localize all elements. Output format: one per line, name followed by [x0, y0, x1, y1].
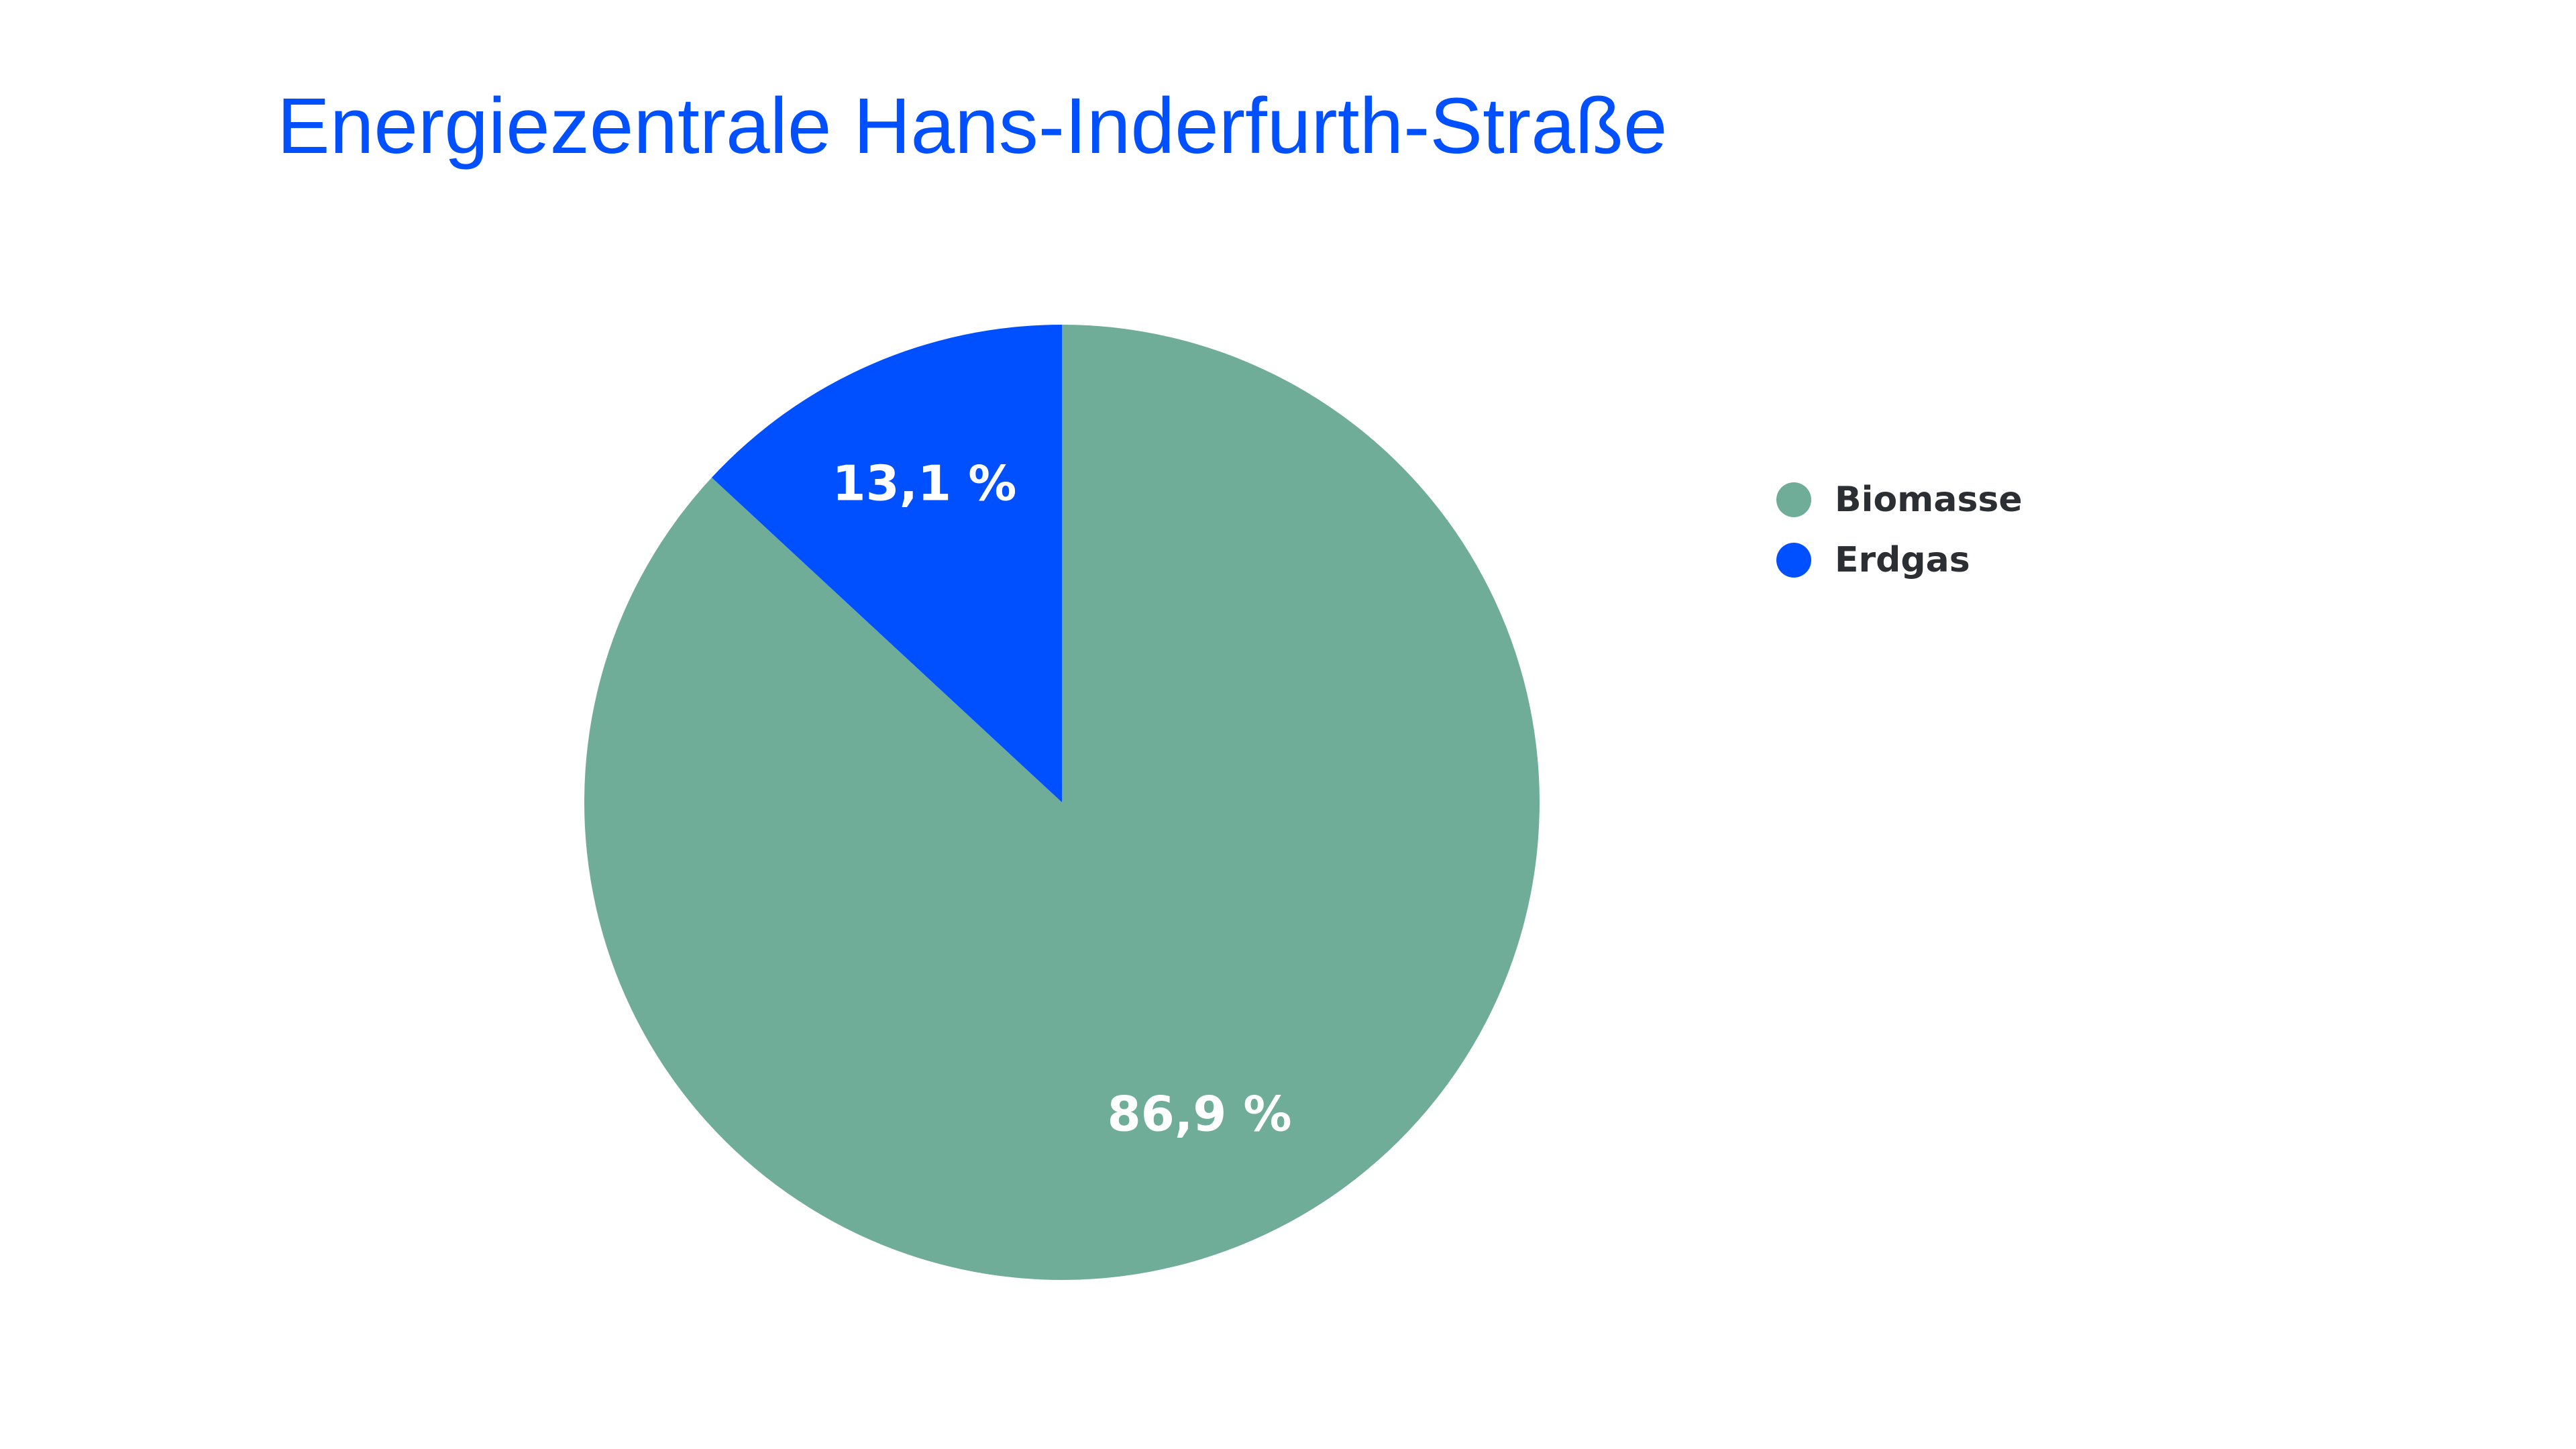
- legend-label-erdgas: Erdgas: [1835, 540, 1970, 580]
- legend-swatch-erdgas: [1776, 543, 1811, 578]
- legend-item-erdgas: Erdgas: [1776, 530, 2023, 590]
- pie-slice-erdgas: [711, 325, 1062, 802]
- legend-item-biomasse: Biomasse: [1776, 470, 2023, 530]
- legend: Biomasse Erdgas: [1776, 470, 2023, 590]
- chart-title: Energiezentrale Hans-Inderfurth-Straße: [277, 82, 1668, 170]
- slice-value-label-erdgas: 13,1 %: [832, 455, 1016, 512]
- legend-label-biomasse: Biomasse: [1835, 480, 2023, 520]
- pie-slice-biomasse: [584, 325, 1540, 1280]
- slice-value-label-biomasse: 86,9 %: [1108, 1085, 1292, 1142]
- legend-swatch-biomasse: [1776, 482, 1811, 517]
